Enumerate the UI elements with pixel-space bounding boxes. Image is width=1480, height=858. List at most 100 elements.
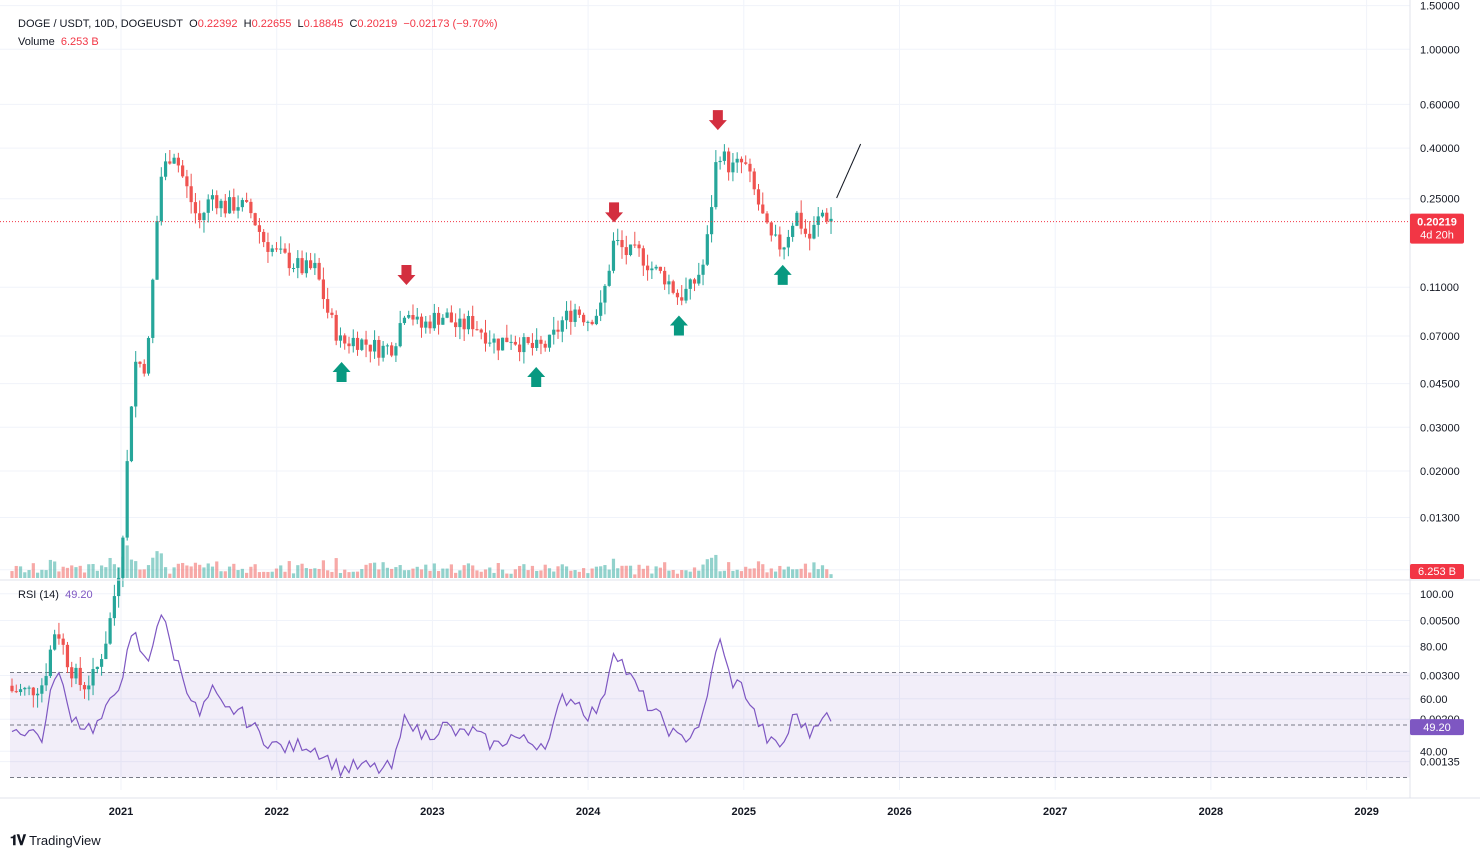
candle-body xyxy=(782,247,786,250)
price-tick-label: 0.00500 xyxy=(1420,615,1460,627)
low-label: L xyxy=(297,18,304,30)
candle-body xyxy=(270,248,274,252)
candle-body xyxy=(223,200,227,214)
candle-body xyxy=(466,315,471,330)
candle-body xyxy=(198,213,202,221)
candle-body xyxy=(786,236,790,248)
candle-body xyxy=(125,461,129,538)
candle-body xyxy=(61,638,65,645)
volume-bar xyxy=(398,565,402,578)
candle-body xyxy=(424,321,428,328)
candle-body xyxy=(513,341,517,345)
volume-bar xyxy=(87,564,91,578)
volume-bar xyxy=(48,559,52,578)
candle-body xyxy=(411,315,415,320)
candle-body xyxy=(74,667,78,679)
volume-bar xyxy=(475,570,479,578)
volume-bar xyxy=(731,570,735,578)
volume-bar xyxy=(820,565,825,578)
volume-bar xyxy=(479,571,483,578)
candle-body xyxy=(582,314,586,323)
volume-bar xyxy=(125,545,129,578)
volume-bar xyxy=(53,561,57,578)
volume-bar xyxy=(641,568,645,578)
rsi-tick-label: 40.00 xyxy=(1420,746,1448,758)
volume-bar xyxy=(599,566,603,578)
candle-body xyxy=(756,189,761,205)
volume-bar xyxy=(722,570,726,578)
volume-bar xyxy=(70,565,74,578)
volume-bar xyxy=(155,551,159,578)
open-label: O xyxy=(189,18,198,30)
volume-bar xyxy=(526,570,530,578)
candle-body xyxy=(185,176,189,187)
volume-bar xyxy=(351,571,355,578)
price-tick-label: 0.07000 xyxy=(1420,331,1460,343)
candle-body xyxy=(347,343,351,347)
volume-bar xyxy=(778,565,782,578)
grid-lines xyxy=(0,0,1410,790)
volume-bar xyxy=(23,572,27,578)
volume-bar xyxy=(735,569,739,578)
candle-body xyxy=(91,668,95,686)
candle-body xyxy=(701,264,705,275)
volume-bar xyxy=(552,571,556,578)
candle-body xyxy=(44,676,48,686)
volume-bar xyxy=(274,568,279,578)
volume-bar xyxy=(57,571,61,578)
tradingview-logo[interactable]: 𝟏𝐕 TradingView xyxy=(10,832,101,849)
volume-bar xyxy=(650,573,654,578)
candle-body xyxy=(415,316,419,320)
candle-body xyxy=(795,212,799,226)
candle-body xyxy=(803,228,808,234)
volume-bar xyxy=(206,563,210,578)
volume-bar xyxy=(761,564,765,578)
volume-bar xyxy=(714,554,718,578)
sell-arrow-icon xyxy=(708,110,727,131)
volume-bar xyxy=(825,569,829,578)
volume-bar xyxy=(688,571,692,578)
candle-body xyxy=(556,329,560,332)
candle-body xyxy=(163,161,168,177)
candle-body xyxy=(334,314,338,341)
candle-body xyxy=(57,634,61,639)
candle-body xyxy=(249,201,253,214)
candle-body xyxy=(684,288,688,301)
volume-bar xyxy=(364,564,368,578)
volume-bar xyxy=(539,570,543,578)
volume-bar xyxy=(266,571,270,578)
volume-bar xyxy=(262,571,266,578)
close-label: C xyxy=(349,18,358,30)
candle-body xyxy=(564,310,569,321)
volume-bar xyxy=(645,565,650,578)
volume-badge xyxy=(1410,564,1464,579)
price-tick-label: 0.01300 xyxy=(1420,512,1460,524)
volume-bar xyxy=(454,572,458,578)
candle-body xyxy=(253,213,257,226)
volume-bar xyxy=(795,569,799,578)
candle-body xyxy=(142,363,146,374)
candle-body xyxy=(70,667,74,679)
volume-bar xyxy=(505,573,509,578)
volume-bar xyxy=(556,566,560,578)
candle-body xyxy=(436,312,441,325)
candle-body xyxy=(471,315,475,330)
candle-body xyxy=(326,299,330,313)
volume-bar xyxy=(385,567,389,578)
candle-body xyxy=(518,344,522,353)
last-price-badge xyxy=(1410,213,1464,244)
candle-body xyxy=(300,258,304,274)
open-value: 0.22392 xyxy=(197,18,238,30)
volume-bar xyxy=(27,570,31,578)
candle-body xyxy=(206,199,210,213)
candle-body xyxy=(535,339,539,348)
candle-body xyxy=(108,618,112,644)
volume-bar xyxy=(419,569,424,578)
brand-label: TradingView xyxy=(29,833,101,848)
volume-bar xyxy=(492,572,496,578)
low-value: 0.18845 xyxy=(303,18,344,30)
volume-bar xyxy=(816,569,820,578)
volume-bar xyxy=(756,561,761,578)
volume-bar xyxy=(547,568,552,578)
